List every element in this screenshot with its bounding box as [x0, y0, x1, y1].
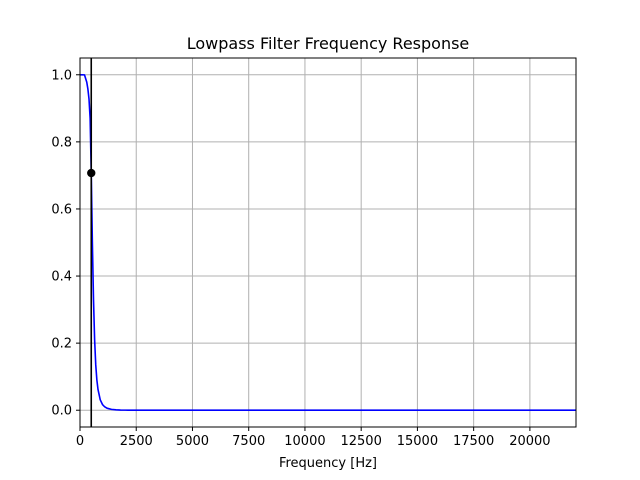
y-tick-label: 0.0 [51, 404, 72, 419]
x-tick-label: 2500 [120, 434, 153, 449]
x-tick-label: 5000 [176, 434, 209, 449]
y-tick-label: 0.4 [51, 270, 72, 285]
x-tick-label: 7500 [232, 434, 265, 449]
y-tick-label: 0.6 [51, 202, 72, 217]
grid-lines [79, 58, 576, 427]
x-tick-label: 10000 [284, 434, 325, 449]
x-tick-label: 17500 [453, 434, 494, 449]
axis-ticks: 0 2500 5000 7500 10000 12500 15000 17500 20000 0.… [51, 68, 550, 449]
x-tick-label: 15000 [397, 434, 438, 449]
x-tick-label: 0 [76, 434, 84, 449]
y-tick-label: 1.0 [51, 68, 72, 83]
cutoff-point [87, 168, 96, 178]
x-axis-label: Frequency [Hz] [279, 456, 377, 471]
plot-frame [79, 57, 577, 428]
y-tick-label: 0.2 [51, 337, 72, 352]
chart-title: Lowpass Filter Frequency Response [187, 34, 470, 53]
data-layer [80, 58, 576, 427]
x-tick-label: 12500 [340, 434, 381, 449]
y-tick-label: 0.8 [51, 135, 72, 150]
response-curve [80, 73, 576, 412]
x-tick-label: 20000 [509, 434, 550, 449]
